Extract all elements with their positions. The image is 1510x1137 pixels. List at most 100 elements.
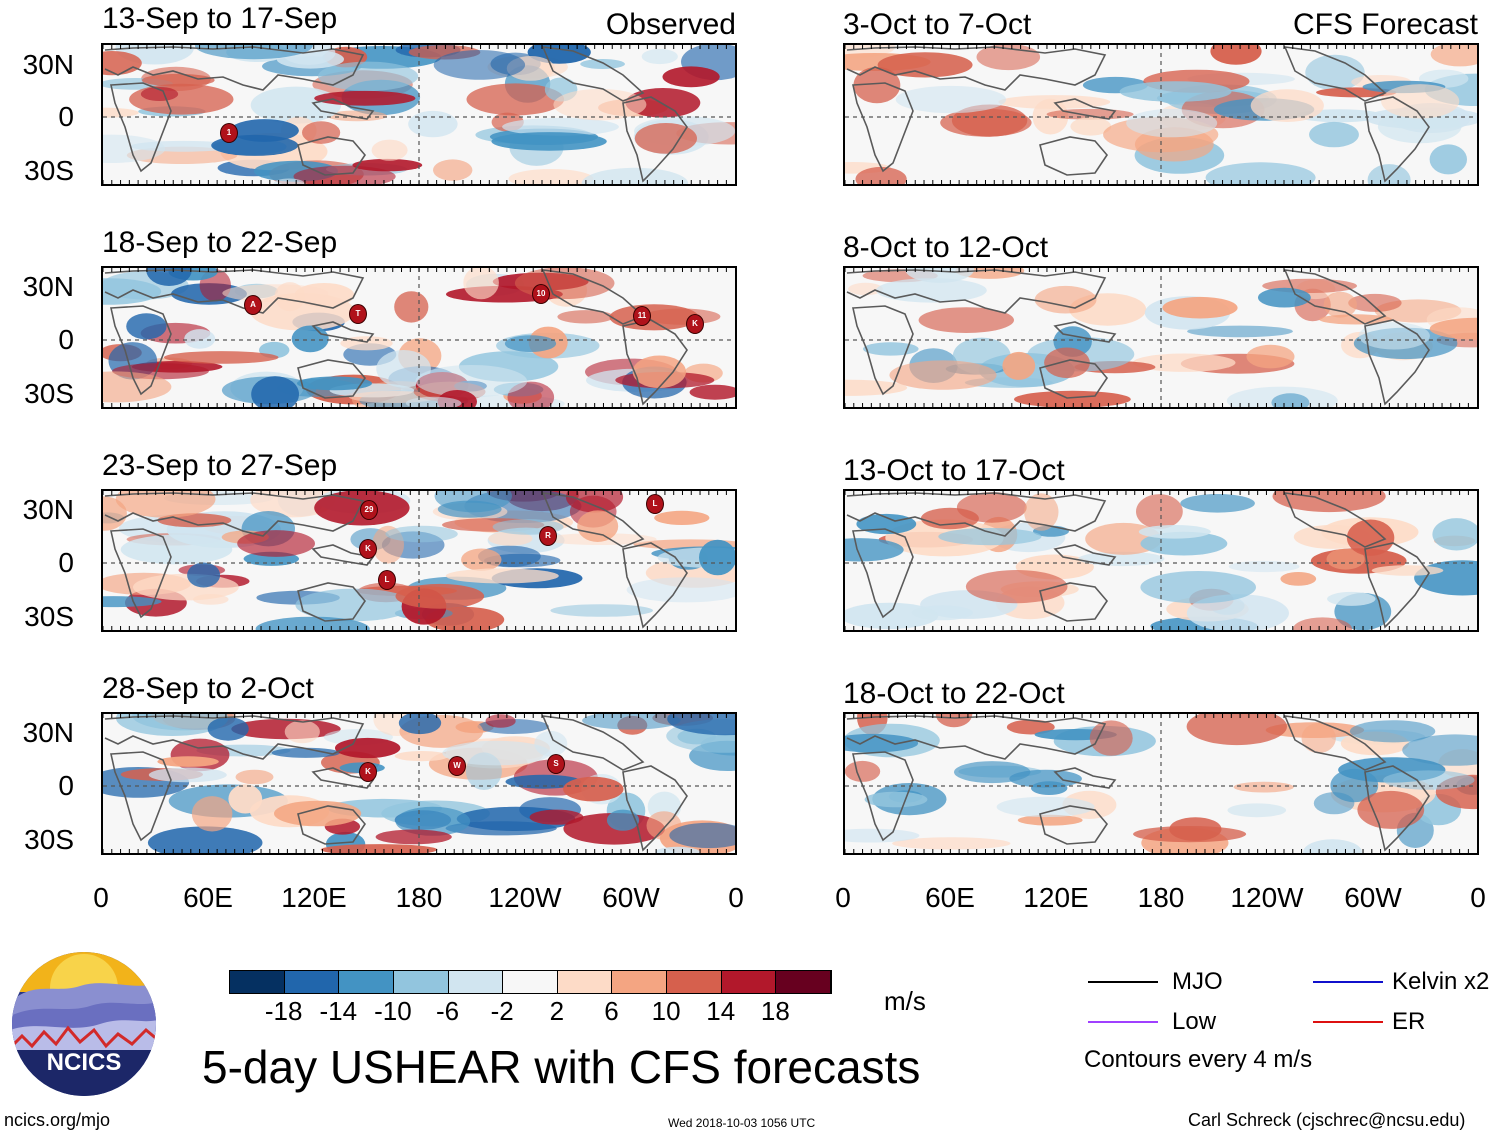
shear-anomaly bbox=[1305, 54, 1365, 91]
shear-anomaly bbox=[191, 796, 233, 832]
shear-anomaly bbox=[877, 52, 973, 78]
shear-anomaly bbox=[1293, 617, 1352, 630]
shear-anomaly bbox=[1132, 353, 1236, 372]
shear-anomaly bbox=[1381, 84, 1460, 119]
forecast-panel-2-date: 8-Oct to 12-Oct bbox=[843, 231, 1049, 264]
shear-anomaly bbox=[445, 568, 559, 584]
shear-anomaly bbox=[1346, 519, 1395, 556]
lon-label-120w: 120W bbox=[1230, 882, 1304, 913]
shear-anomaly bbox=[1323, 291, 1357, 318]
shear-anomaly bbox=[385, 525, 458, 543]
shear-anomaly bbox=[1014, 390, 1131, 407]
shear-anomaly bbox=[1432, 518, 1477, 551]
shear-anomaly bbox=[667, 714, 735, 736]
shear-anomaly bbox=[1367, 164, 1411, 184]
shear-anomaly bbox=[845, 760, 881, 782]
shear-anomaly bbox=[163, 351, 279, 364]
shear-anomaly bbox=[1349, 720, 1436, 743]
shear-anomaly bbox=[1326, 548, 1365, 570]
shear-anomaly bbox=[699, 539, 735, 576]
shear-anomaly bbox=[103, 134, 166, 163]
shear-anomaly bbox=[654, 510, 710, 525]
shear-anomaly bbox=[394, 751, 449, 762]
shear-anomaly bbox=[864, 791, 928, 808]
shear-anomaly bbox=[375, 829, 452, 845]
tropical-cyclone-icon: W bbox=[448, 756, 466, 776]
shear-anomaly bbox=[848, 282, 883, 296]
shear-anomaly bbox=[504, 335, 557, 352]
lat-label-eq: 0 bbox=[58, 770, 74, 801]
footer-timestamp: Wed 2018-10-03 1056 UTC bbox=[668, 1116, 816, 1130]
legend-kelvin-line bbox=[1313, 981, 1383, 983]
legend-er-label: ER bbox=[1392, 1008, 1426, 1035]
shear-anomaly bbox=[625, 88, 701, 118]
shear-anomaly bbox=[1280, 572, 1317, 586]
shear-anomaly bbox=[920, 507, 979, 530]
colorbar-swatch bbox=[230, 971, 285, 993]
tropical-cyclone-icon: K bbox=[686, 314, 704, 334]
colorbar-swatch bbox=[284, 971, 340, 993]
map-canvas bbox=[845, 491, 1477, 630]
lat-label-30s: 30S bbox=[24, 378, 74, 409]
shear-anomaly bbox=[103, 107, 139, 118]
forecast-map-4 bbox=[843, 712, 1479, 855]
legend-er-line bbox=[1313, 1021, 1383, 1023]
logo-text: NCICS bbox=[47, 1049, 122, 1076]
lon-label-60e: 60E bbox=[183, 882, 233, 913]
shear-anomaly bbox=[274, 800, 362, 827]
tropical-cyclone-icon: K bbox=[359, 762, 377, 782]
observed-header: Observed bbox=[605, 8, 736, 41]
shear-anomaly bbox=[157, 756, 219, 767]
shear-anomaly bbox=[1250, 89, 1324, 122]
map-canvas bbox=[845, 45, 1477, 184]
shear-anomaly bbox=[1210, 45, 1262, 65]
figure-title: 5-day USHEAR with CFS forecasts bbox=[202, 1041, 921, 1093]
shear-anomaly bbox=[1313, 792, 1355, 815]
colorbar-units: m/s bbox=[884, 986, 926, 1016]
colorbar-swatch bbox=[339, 971, 394, 993]
shear-anomaly bbox=[318, 61, 419, 91]
shear-anomaly bbox=[634, 123, 698, 154]
shear-anomaly bbox=[1070, 117, 1112, 136]
shear-anomaly bbox=[563, 776, 624, 802]
shear-anomaly bbox=[1044, 347, 1090, 379]
shear-anomaly bbox=[445, 821, 557, 836]
shear-anomaly bbox=[553, 88, 647, 121]
lon-label-0: 0 bbox=[93, 882, 109, 913]
shear-anomaly bbox=[1002, 351, 1036, 380]
colorbar-swatch bbox=[448, 971, 504, 993]
lat-label-30n: 30N bbox=[22, 271, 74, 302]
shear-anomaly bbox=[314, 90, 416, 106]
shear-anomaly bbox=[408, 110, 458, 138]
shear-anomaly bbox=[1017, 814, 1083, 826]
shear-anomaly bbox=[529, 809, 584, 825]
observed-map-2 bbox=[101, 266, 737, 409]
observed-map-1 bbox=[101, 43, 737, 186]
shear-anomaly bbox=[1138, 525, 1211, 539]
shear-anomaly bbox=[433, 50, 526, 80]
shear-anomaly bbox=[1371, 565, 1444, 576]
shear-anomaly bbox=[461, 548, 502, 571]
shear-anomaly bbox=[845, 379, 908, 396]
shear-anomaly bbox=[120, 534, 233, 565]
map-canvas bbox=[103, 714, 735, 853]
shear-anomaly bbox=[335, 737, 401, 759]
shear-anomaly bbox=[1233, 781, 1294, 793]
observed-panel-3-date: 23-Sep to 27-Sep bbox=[102, 449, 338, 482]
shear-anomaly bbox=[1272, 491, 1386, 513]
colorbar-swatch bbox=[557, 971, 613, 993]
shear-anomaly bbox=[855, 166, 907, 184]
shear-anomaly bbox=[1429, 317, 1477, 340]
shear-anomaly bbox=[845, 733, 919, 753]
shear-anomaly bbox=[606, 809, 640, 831]
shear-anomaly bbox=[1271, 393, 1310, 407]
shear-anomaly bbox=[491, 132, 607, 151]
shear-anomaly bbox=[938, 528, 1042, 546]
shear-anomaly bbox=[550, 604, 653, 617]
shear-anomaly bbox=[395, 583, 485, 609]
tropical-cyclone-icon: K bbox=[359, 539, 377, 559]
shear-anomaly bbox=[1186, 714, 1287, 746]
shear-anomaly bbox=[291, 325, 329, 353]
shear-anomaly bbox=[394, 291, 429, 323]
shear-anomaly bbox=[103, 51, 142, 76]
